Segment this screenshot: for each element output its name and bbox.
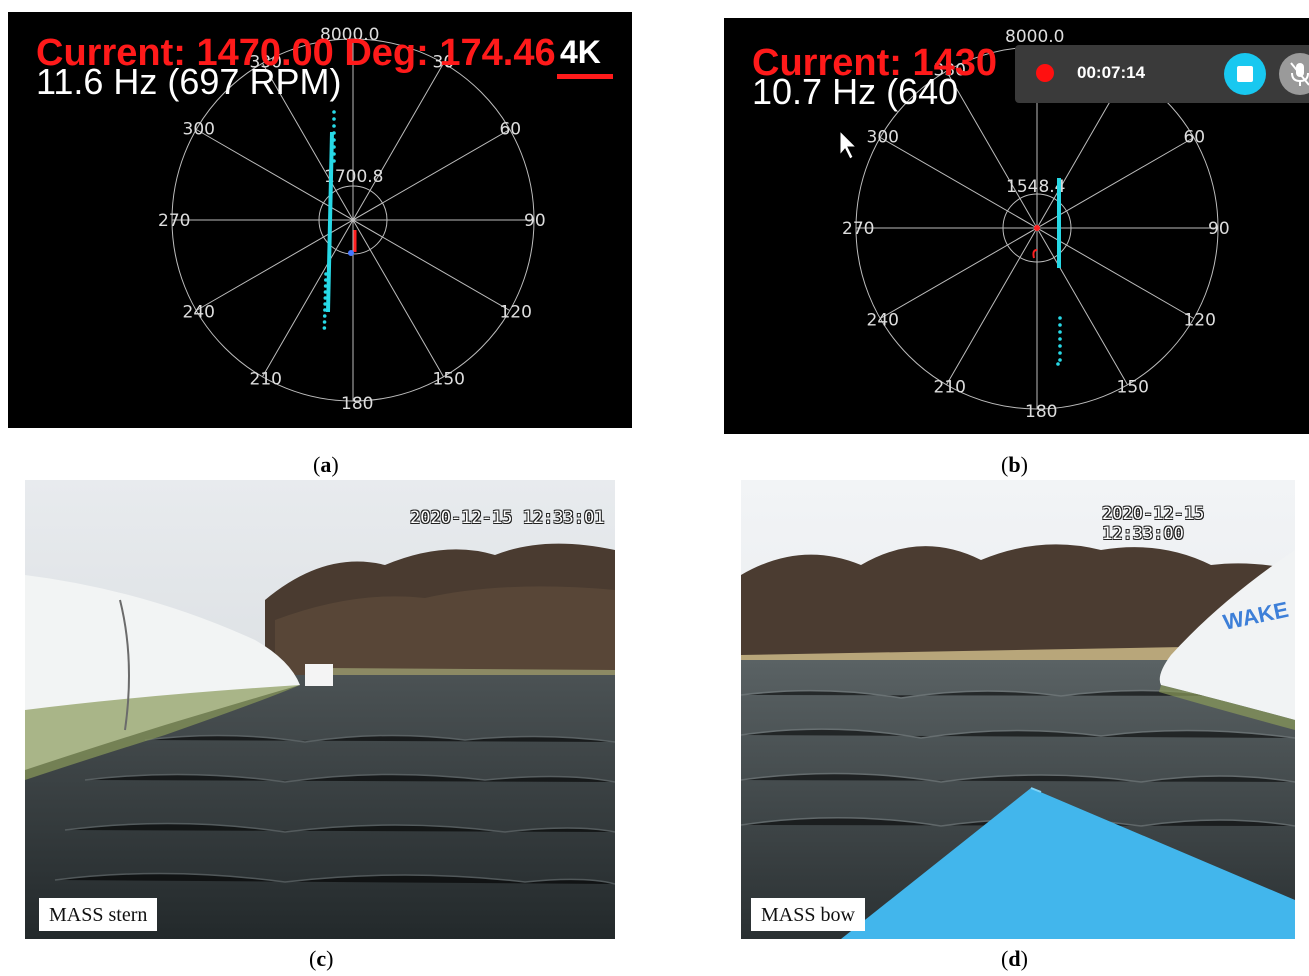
trace-point [332,110,336,114]
angle-label-90: 90 [1208,219,1230,239]
trace-point [332,131,336,135]
trace-point [1058,337,1062,341]
trace-point [1058,344,1062,348]
caption-a: (a) [313,452,339,477]
trace-point [322,320,327,324]
angle-label-270: 270 [158,211,190,231]
trace-b [1032,178,1062,366]
angle-label-120: 120 [499,303,531,323]
radius-inner-label-b: 1548.4 [1006,177,1065,197]
polar-grid-b: 60 90 120 150 180 210 240 270 300 330 8000.0 1548… [839,27,1230,422]
radius-outer-label-b: 8000.0 [1005,27,1064,47]
stern-camera-photo: 2020-12-15 12:33:01 MASS stern [25,480,615,939]
trace-point [324,278,328,282]
angle-label-300: 300 [867,128,899,148]
caption-c: (c) [309,946,334,971]
trace-point [323,302,327,306]
polar-grid-a: 30 60 90 120 150 180 210 240 270 300 330 8000.0 17… [158,25,546,414]
current-readout-a: Current: 1470.00 Deg: 174.46 [36,32,556,74]
trace-point [1058,330,1062,334]
trace-point [323,296,328,300]
trace-point [1058,351,1062,355]
trace-point [324,272,328,276]
trace-point [1058,358,1062,362]
polar-plot-a: 30 60 90 120 150 180 210 240 270 300 330 8000.0 17… [8,12,632,428]
record-indicator-icon [1036,64,1054,82]
angle-label-180: 180 [1025,402,1057,422]
angle-label-30: 30 [433,53,455,73]
angle-label-330: 330 [934,61,966,81]
angle-label-180: 180 [341,394,373,414]
bow-label: MASS bow [751,898,865,931]
current-readout-b: Current: 1430 [752,42,997,84]
stop-icon [1237,66,1253,82]
trace-point [323,290,328,294]
trace-point [322,314,327,318]
trace-point [332,117,336,121]
trace-point [323,284,328,288]
recording-time: 00:07:14 [1077,63,1146,82]
stern-scene [25,480,615,939]
angle-label-300: 300 [183,120,215,140]
angle-label-210: 210 [250,369,282,389]
angle-label-90: 90 [524,211,546,231]
bow-scene: WAKE [741,480,1295,939]
trace-point [1056,362,1060,366]
trace-a [322,110,357,330]
cursor-icon [839,129,858,160]
angle-label-240: 240 [867,311,899,331]
angle-label-60: 60 [499,120,521,140]
trace-point [332,124,336,128]
trace-point [332,145,336,149]
caption-b: (b) [1001,452,1028,477]
spoke-line [262,62,444,378]
angle-label-270: 270 [842,219,874,239]
trace-point [1058,316,1062,320]
angle-label-150: 150 [433,369,465,389]
bow-camera-photo: WAKE 2020-12-15 12:33:00 MASS bow [741,480,1295,939]
timestamp-c: 2020-12-15 12:33:01 [410,508,605,528]
angle-label-150: 150 [1117,377,1149,397]
trace-point [332,152,336,156]
angle-label-60: 60 [1183,128,1205,148]
stop-recording-button[interactable] [1224,53,1266,95]
stern-label: MASS stern [39,898,158,931]
angle-label-330: 330 [250,53,282,73]
screen-recorder-bar: 00:07:14 [1015,45,1309,103]
trace-point [323,308,327,312]
badge-underline [557,74,613,79]
mute-microphone-button[interactable] [1279,53,1309,95]
trace-point [332,159,336,163]
trace-point [322,326,327,330]
angle-label-210: 210 [934,377,966,397]
timestamp-d: 2020-12-15 12:33:00 [1102,504,1205,544]
trace-point [332,138,336,142]
resolution-badge: 4K [560,34,601,70]
trace-point [1058,323,1062,327]
microphone-off-icon [1290,62,1309,86]
frequency-readout-a: 11.6 Hz (697 RPM) [36,61,342,102]
angle-label-240: 240 [183,303,215,323]
radius-outer-label-a: 8000.0 [320,25,379,45]
frequency-readout-b: 10.7 Hz (640 [752,71,959,112]
caption-d: (d) [1001,946,1028,971]
angle-label-120: 120 [1183,311,1215,331]
radius-inner-label-a: 1700.8 [324,167,383,187]
